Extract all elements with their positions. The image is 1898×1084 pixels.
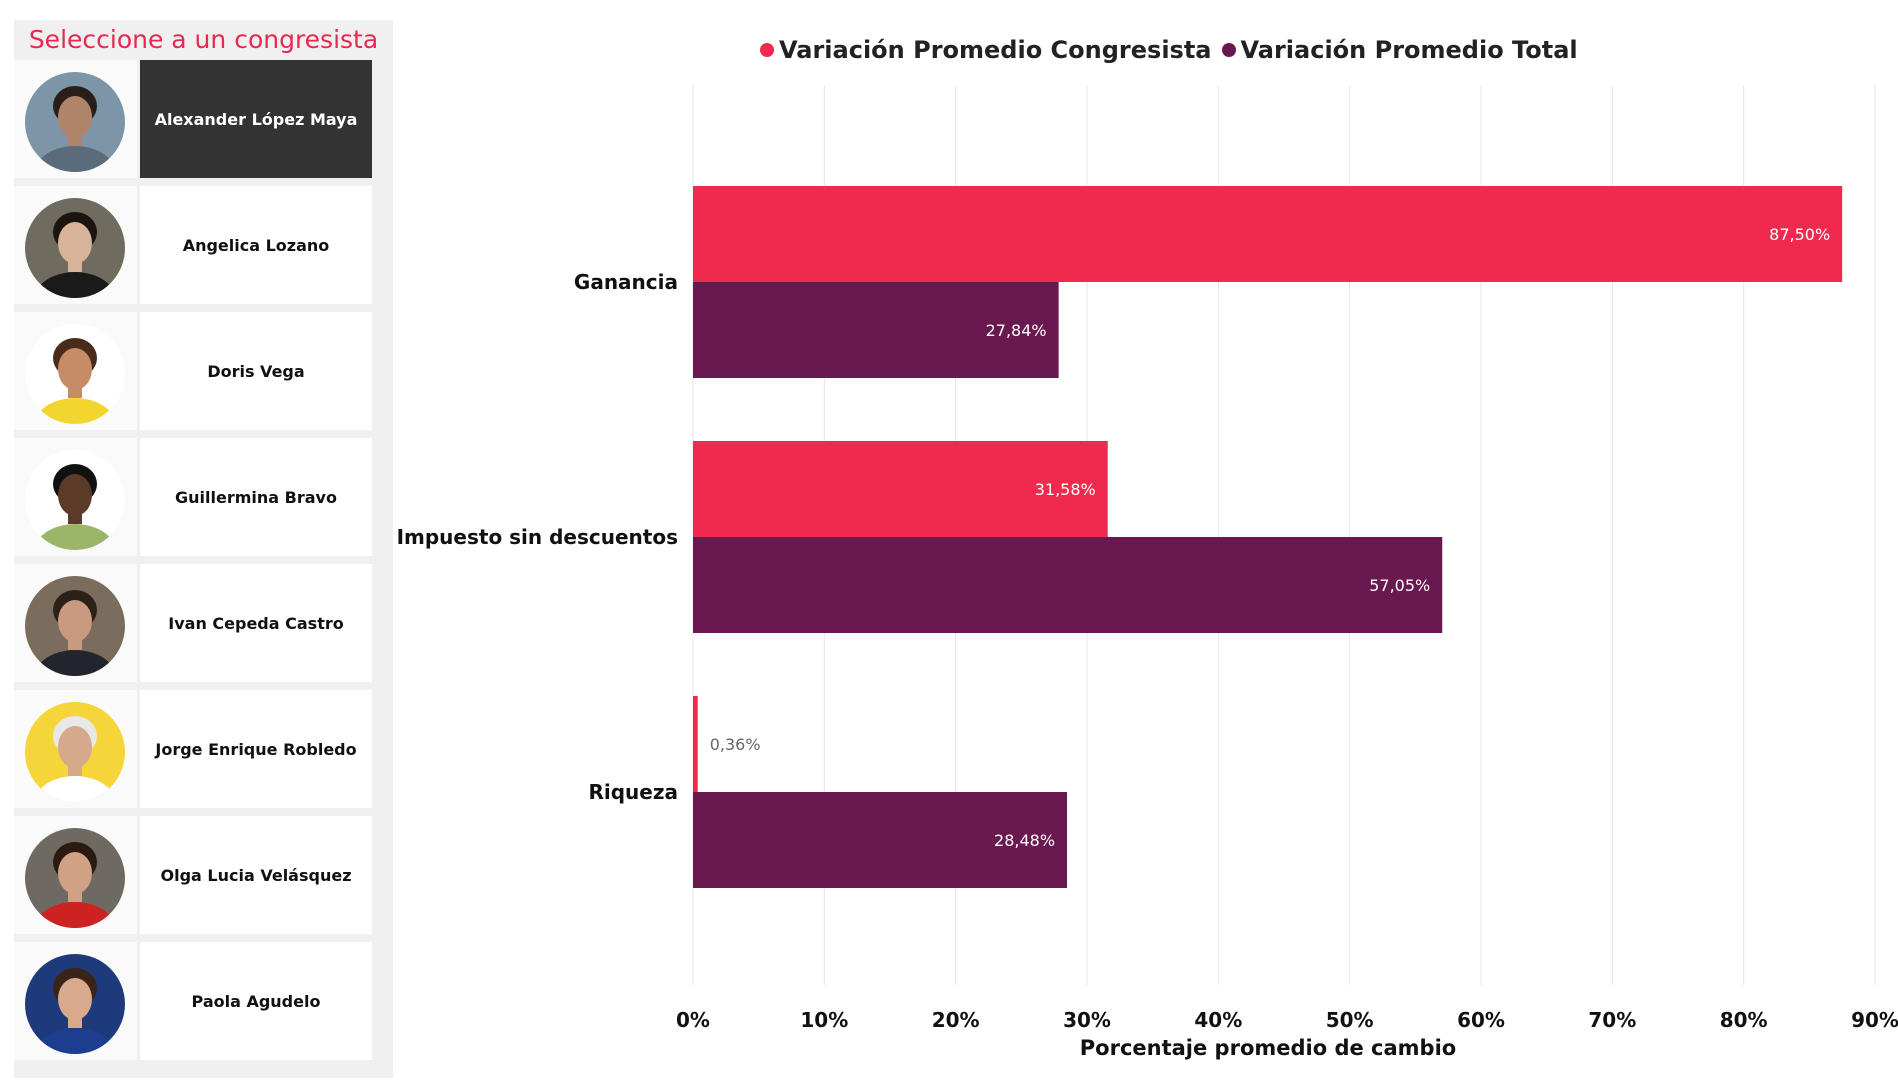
x-tick-label: 10% [800, 1008, 848, 1032]
legend-item-congresista[interactable]: Variación Promedio Congresista [760, 36, 1212, 64]
congresista-name: Ivan Cepeda Castro [168, 613, 344, 633]
congresista-name: Alexander López Maya [154, 109, 358, 129]
x-tick-label: 70% [1588, 1008, 1636, 1032]
congresista-option-angelica-lozano[interactable]: Angelica Lozano [14, 186, 372, 304]
avatar [25, 72, 125, 172]
x-tick-label: 60% [1457, 1008, 1505, 1032]
congresista-option-guillermina-bravo[interactable]: Guillermina Bravo [14, 438, 372, 556]
x-tick-label: 30% [1063, 1008, 1111, 1032]
photo-cell [14, 438, 137, 556]
congresista-option-ivan-cepeda-castro[interactable]: Ivan Cepeda Castro [14, 564, 372, 682]
photo-cell [14, 942, 137, 1060]
photo-cell [14, 60, 137, 178]
bar-variacion-promedio-total-riqueza[interactable] [693, 792, 1068, 888]
photo-cell [14, 816, 137, 934]
avatar [25, 198, 125, 298]
avatar [25, 324, 125, 424]
photo-cell [14, 690, 137, 808]
x-tick-label: 90% [1851, 1008, 1898, 1032]
bar-variacion-promedio-congresista-riqueza[interactable] [693, 696, 698, 792]
labels: 0% 10% 20% 30% 40% 50% 60% 70% 80% 90% Ganancia 87,… [397, 225, 1898, 1032]
chart-legend: Variación Promedio Congresista Variación… [760, 28, 1588, 72]
x-axis-title: Porcentaje promedio de cambio [1080, 1036, 1456, 1060]
congresista-name: Doris Vega [207, 361, 305, 381]
bar-variacion-promedio-total-ganancia[interactable] [693, 282, 1059, 378]
name-cell: Alexander López Maya [140, 60, 372, 178]
congresista-slicer: Seleccione a un congresista Alexander Ló… [14, 20, 393, 1078]
avatar [25, 450, 125, 550]
congresista-name: Olga Lucia Velásquez [160, 865, 352, 885]
x-tick-label: 50% [1326, 1008, 1374, 1032]
slicer-title: Seleccione a un congresista [28, 25, 379, 54]
avatar [25, 828, 125, 928]
legend-dot-congresista [760, 43, 774, 57]
category-label: Ganancia [574, 270, 678, 294]
name-cell: Olga Lucia Velásquez [140, 816, 372, 934]
congresista-option-paola-agudelo[interactable]: Paola Agudelo [14, 942, 372, 1060]
legend-dot-total [1221, 43, 1236, 57]
congresista-name: Angelica Lozano [182, 235, 330, 255]
congresista-option-doris-vega[interactable]: Doris Vega [14, 312, 372, 430]
legend-label-total: Variación Promedio Total [1240, 36, 1578, 64]
photo-cell [14, 186, 137, 304]
x-tick-label: 40% [1194, 1008, 1242, 1032]
congresista-name: Paola Agudelo [191, 991, 321, 1011]
bar-variacion-promedio-total-impuesto-sin-descuentos[interactable] [693, 537, 1443, 633]
photo-cell [14, 312, 137, 430]
data-label: 57,05% [1369, 576, 1430, 595]
name-cell: Jorge Enrique Robledo [140, 690, 372, 808]
category-label: Riqueza [588, 780, 678, 804]
name-cell: Ivan Cepeda Castro [140, 564, 372, 682]
data-label: 31,58% [1035, 480, 1096, 499]
legend-label-congresista: Variación Promedio Congresista [779, 36, 1212, 64]
name-cell: Paola Agudelo [140, 942, 372, 1060]
photo-cell [14, 564, 137, 682]
name-cell: Guillermina Bravo [140, 438, 372, 556]
name-cell: Angelica Lozano [140, 186, 372, 304]
name-cell: Doris Vega [140, 312, 372, 430]
data-label: 87,50% [1769, 225, 1830, 244]
congresista-name: Guillermina Bravo [175, 487, 337, 507]
avatar [25, 576, 125, 676]
x-tick-label: 0% [676, 1008, 710, 1032]
congresista-option-alexander-lopez-maya[interactable]: Alexander López Maya [14, 60, 372, 178]
congresista-name: Jorge Enrique Robledo [155, 739, 357, 759]
x-tick-label: 20% [932, 1008, 980, 1032]
avatar [25, 702, 125, 802]
congresista-option-olga-lucia-velasquez[interactable]: Olga Lucia Velásquez [14, 816, 372, 934]
legend-item-total[interactable]: Variación Promedio Total [1221, 36, 1578, 64]
bar-variacion-promedio-congresista-ganancia[interactable] [693, 186, 1843, 282]
data-label: 27,84% [986, 321, 1047, 340]
data-label: 0,36% [710, 735, 761, 754]
congresista-option-jorge-enrique-robledo[interactable]: Jorge Enrique Robledo [14, 690, 372, 808]
x-tick-label: 80% [1720, 1008, 1768, 1032]
bar-variacion-promedio-congresista-impuesto-sin-descuentos[interactable] [693, 441, 1108, 537]
data-label: 28,48% [994, 831, 1055, 850]
avatar [25, 954, 125, 1054]
category-label: Impuesto sin descuentos [397, 525, 678, 549]
bars [693, 186, 1843, 888]
